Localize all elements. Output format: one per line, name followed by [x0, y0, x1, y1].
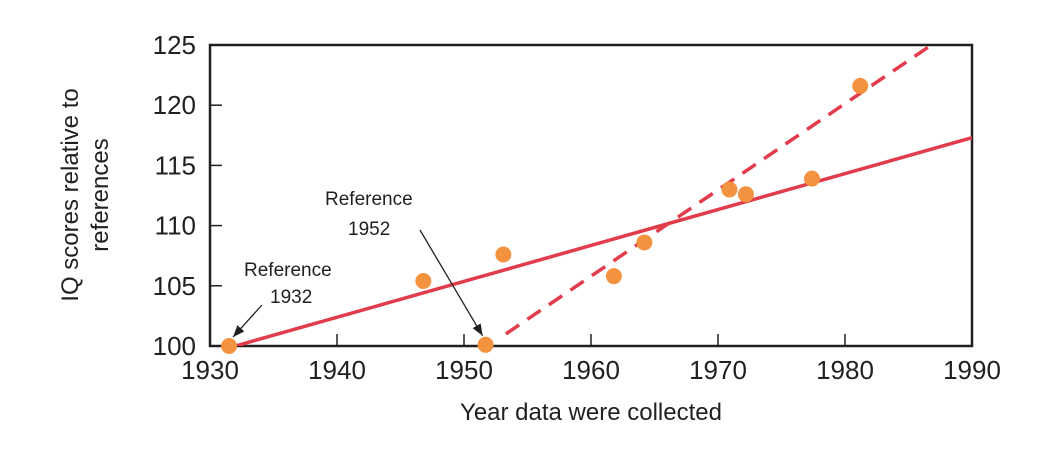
- y-axis-label-line1: IQ scores relative to: [57, 88, 84, 301]
- y-axis-label-line2: references: [87, 138, 114, 251]
- data-point-3: [477, 336, 494, 353]
- solid-trend-line: [234, 136, 972, 346]
- x-tick-label-1940: 1940: [308, 355, 366, 385]
- x-tick-label-1990: 1990: [943, 355, 1001, 385]
- x-tick-label-1950: 1950: [435, 355, 493, 385]
- data-point-6: [636, 234, 653, 251]
- data-point-7: [721, 181, 738, 198]
- annotation-1932-line2: 1932: [270, 287, 312, 308]
- y-tick-label-100: 100: [153, 331, 196, 361]
- y-tick-label-115: 115: [155, 150, 196, 180]
- data-point-8: [737, 186, 754, 203]
- x-tick-label-1970: 1970: [689, 355, 747, 385]
- annotation-1932-line1: Reference: [244, 260, 332, 281]
- annotation-1952-line1: Reference: [325, 189, 413, 210]
- x-tick-label-1980: 1980: [816, 355, 874, 385]
- data-point-1: [221, 338, 238, 354]
- data-point-2: [415, 272, 432, 289]
- x-tick-label-1930: 1930: [181, 355, 239, 385]
- y-tick-label-105: 105: [153, 271, 196, 301]
- x-axis-label: Year data were collected: [460, 399, 722, 426]
- arrow-1932: [232, 304, 263, 338]
- data-point-9: [803, 170, 820, 187]
- y-tick-label-110: 110: [155, 211, 196, 241]
- y-tick-label-125: 125: [153, 30, 196, 60]
- data-point-5: [605, 268, 622, 285]
- data-point-4: [495, 246, 512, 263]
- data-point-10: [852, 77, 869, 94]
- arrow-1952: [419, 229, 484, 337]
- y-tick-label-120: 120: [153, 90, 196, 120]
- annotation-1952-line2: 1952: [348, 219, 390, 240]
- x-tick-label-1960: 1960: [562, 355, 620, 385]
